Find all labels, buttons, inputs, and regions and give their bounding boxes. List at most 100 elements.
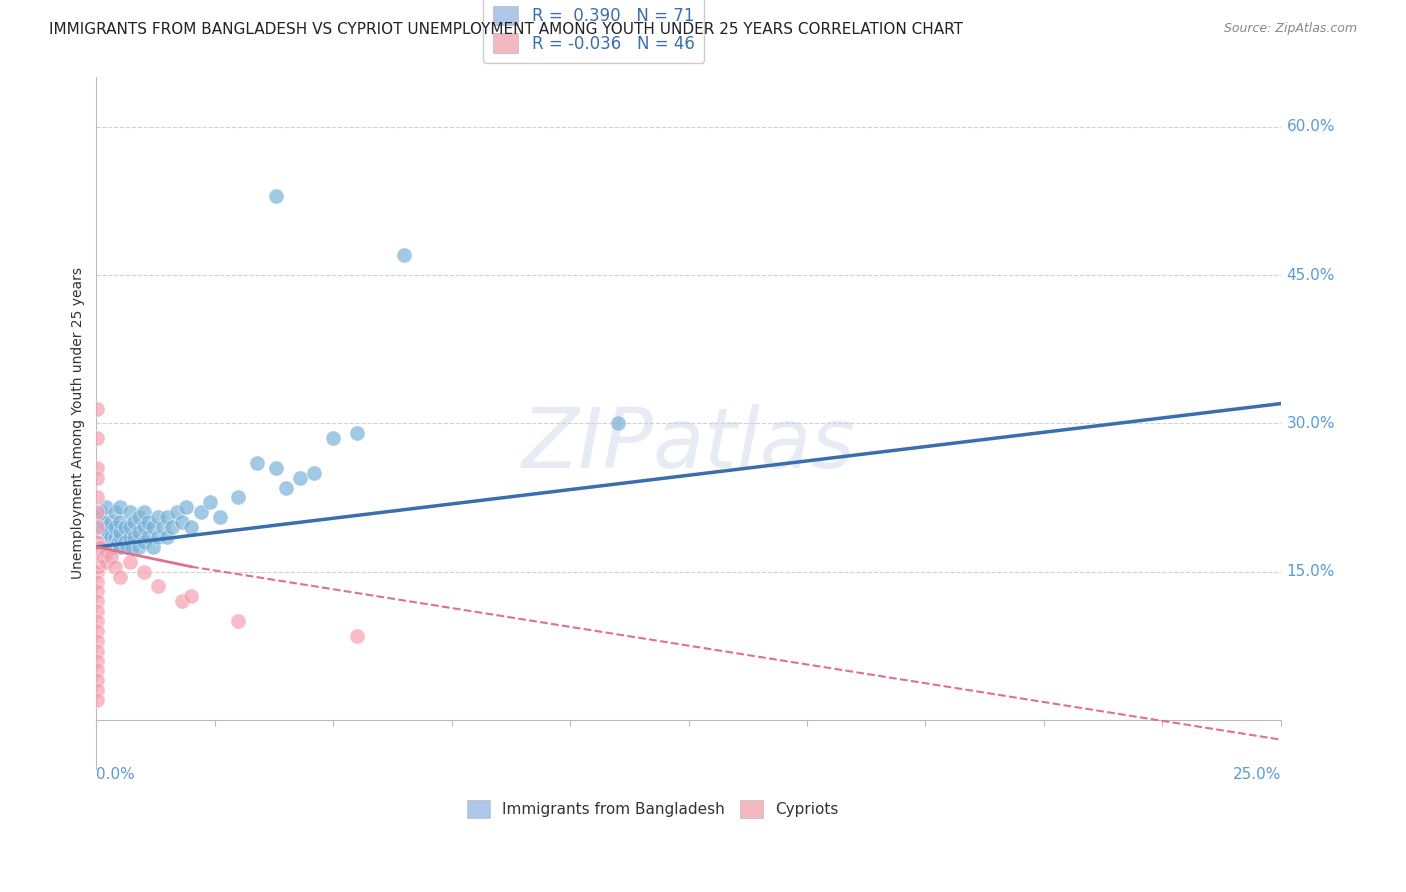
- Point: [87, 540, 110, 554]
- Point: [152, 520, 174, 534]
- Point: [90, 520, 112, 534]
- Point: [118, 530, 141, 544]
- Y-axis label: Unemployment Among Youth under 25 years: Unemployment Among Youth under 25 years: [72, 268, 86, 580]
- Point: [266, 460, 288, 475]
- Point: [90, 540, 112, 554]
- Point: [86, 654, 108, 668]
- Point: [104, 505, 127, 519]
- Point: [100, 549, 122, 564]
- Point: [86, 460, 108, 475]
- Point: [176, 500, 198, 515]
- Point: [97, 525, 120, 540]
- Point: [87, 555, 110, 569]
- Point: [93, 549, 115, 564]
- Point: [90, 540, 112, 554]
- Point: [86, 535, 108, 549]
- Point: [146, 579, 169, 593]
- Point: [142, 540, 165, 554]
- Point: [90, 505, 112, 519]
- Point: [93, 515, 115, 529]
- Point: [86, 633, 108, 648]
- Point: [86, 401, 108, 416]
- Point: [122, 530, 145, 544]
- Point: [100, 515, 122, 529]
- Point: [108, 540, 131, 554]
- Point: [86, 683, 108, 698]
- Text: Source: ZipAtlas.com: Source: ZipAtlas.com: [1223, 22, 1357, 36]
- Point: [97, 535, 120, 549]
- Point: [87, 549, 110, 564]
- Point: [86, 565, 108, 579]
- Text: IMMIGRANTS FROM BANGLADESH VS CYPRIOT UNEMPLOYMENT AMONG YOUTH UNDER 25 YEARS CO: IMMIGRANTS FROM BANGLADESH VS CYPRIOT UN…: [49, 22, 963, 37]
- Point: [101, 540, 124, 554]
- Text: 60.0%: 60.0%: [1286, 120, 1336, 135]
- Point: [394, 248, 416, 262]
- Point: [86, 574, 108, 589]
- Point: [266, 189, 288, 203]
- Point: [86, 505, 108, 519]
- Point: [86, 520, 108, 534]
- Point: [304, 466, 326, 480]
- Point: [128, 510, 150, 524]
- Point: [118, 505, 141, 519]
- Point: [132, 565, 155, 579]
- Point: [180, 520, 202, 534]
- Point: [86, 693, 108, 707]
- Point: [115, 540, 138, 554]
- Point: [86, 471, 108, 485]
- Point: [228, 491, 250, 505]
- Point: [322, 431, 344, 445]
- Point: [93, 535, 115, 549]
- Point: [180, 590, 202, 604]
- Point: [86, 604, 108, 618]
- Point: [606, 417, 628, 431]
- Point: [346, 629, 368, 643]
- Point: [87, 545, 110, 559]
- Point: [87, 540, 110, 554]
- Point: [138, 515, 160, 529]
- Point: [100, 540, 122, 554]
- Point: [87, 510, 110, 524]
- Point: [128, 525, 150, 540]
- Point: [86, 431, 108, 445]
- Point: [128, 540, 150, 554]
- Point: [118, 520, 141, 534]
- Point: [114, 520, 136, 534]
- Point: [246, 456, 269, 470]
- Point: [138, 530, 160, 544]
- Point: [86, 594, 108, 608]
- Point: [86, 584, 108, 599]
- Point: [89, 549, 111, 564]
- Point: [190, 505, 212, 519]
- Point: [166, 505, 188, 519]
- Point: [108, 515, 131, 529]
- Point: [114, 535, 136, 549]
- Point: [274, 481, 297, 495]
- Text: 0.0%: 0.0%: [97, 767, 135, 782]
- Point: [100, 530, 122, 544]
- Point: [86, 614, 108, 628]
- Point: [156, 510, 179, 524]
- Point: [108, 530, 131, 544]
- Point: [146, 510, 169, 524]
- Point: [160, 520, 183, 534]
- Point: [94, 500, 117, 515]
- Point: [86, 491, 108, 505]
- Text: 25.0%: 25.0%: [1233, 767, 1281, 782]
- Point: [94, 520, 117, 534]
- Point: [170, 594, 193, 608]
- Text: 30.0%: 30.0%: [1286, 416, 1336, 431]
- Point: [108, 525, 131, 540]
- Point: [288, 471, 311, 485]
- Point: [87, 559, 110, 574]
- Text: 45.0%: 45.0%: [1286, 268, 1336, 283]
- Text: ZIPatlas: ZIPatlas: [522, 403, 855, 484]
- Point: [346, 426, 368, 441]
- Point: [104, 520, 127, 534]
- Point: [228, 614, 250, 628]
- Point: [122, 515, 145, 529]
- Point: [91, 530, 114, 544]
- Point: [94, 540, 117, 554]
- Point: [146, 530, 169, 544]
- Point: [91, 545, 114, 559]
